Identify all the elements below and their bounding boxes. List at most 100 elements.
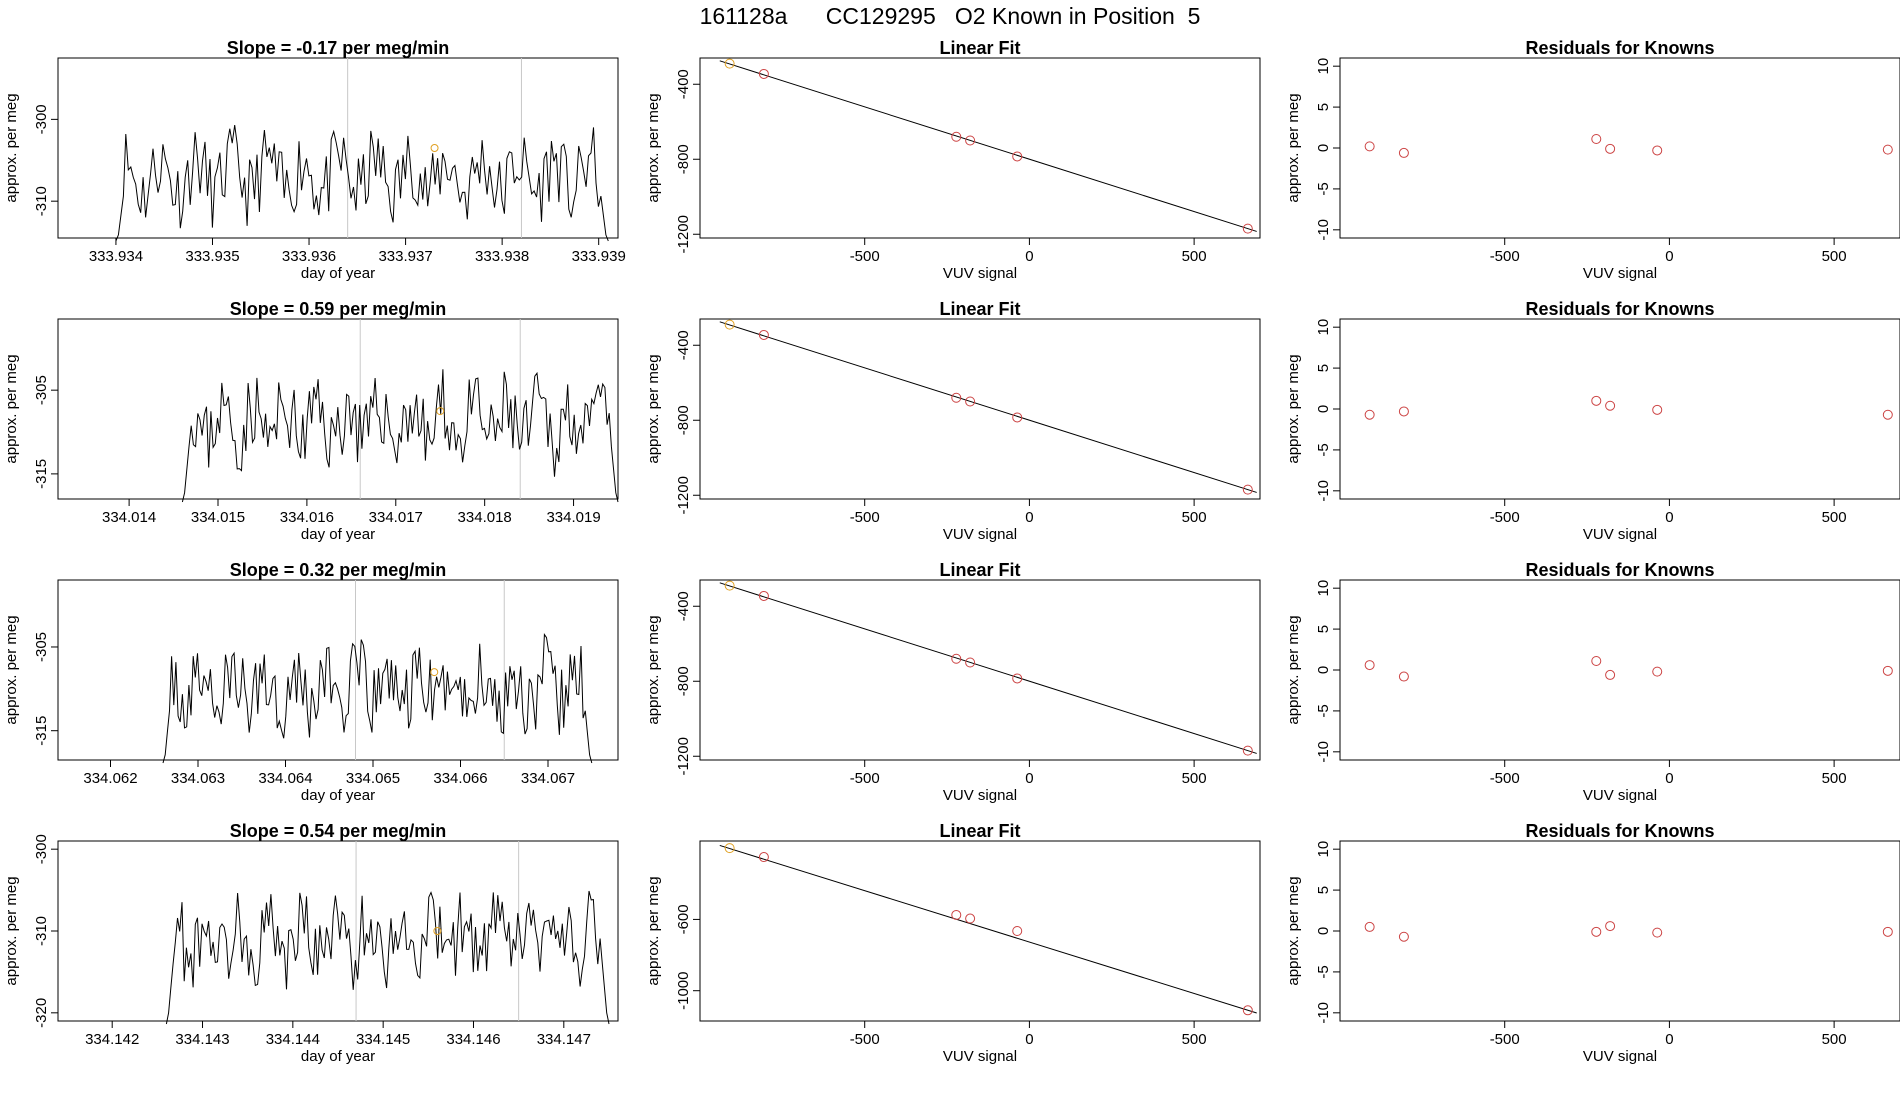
y-tick-label: -1200 [675, 215, 692, 253]
fit-line [719, 60, 1257, 232]
data-point [1398, 406, 1409, 417]
y-axis-label: approx. per meg [3, 93, 20, 202]
x-tick-label: 334.143 [175, 1031, 229, 1048]
y-tick-label: -5 [1315, 443, 1332, 456]
y-tick-label: -400 [675, 330, 692, 360]
x-tick-label: 334.142 [85, 1031, 139, 1048]
x-tick-label: 334.066 [433, 770, 487, 787]
y-tick-label: 10 [1315, 841, 1332, 858]
x-tick-label: 334.015 [191, 509, 245, 526]
x-tick-label: 0 [1665, 248, 1673, 265]
highlight-point [724, 843, 735, 854]
x-tick-label: 500 [1182, 770, 1207, 787]
plot-panel-10: Slope = 0.54 per meg/min 334.142 334.143 33… [3, 821, 619, 1065]
x-tick-label: 333.934 [89, 248, 143, 265]
y-axis-label: approx. per meg [3, 615, 20, 724]
y-axis-label: approx. per meg [3, 876, 20, 985]
x-axis-label: VUV signal [943, 526, 1017, 543]
y-tick-label: -1200 [675, 476, 692, 514]
data-point [1364, 921, 1375, 932]
plot-panel-12: Residuals for Knowns -500 0 500 10 5 0 -5 -10 VUV… [1285, 821, 1900, 1065]
data-point [1398, 931, 1409, 942]
plot-panel-8: Linear Fit -500 0 500 -400 -800 -1200 VUV signa… [645, 560, 1261, 804]
y-tick-label: 10 [1315, 319, 1332, 336]
y-tick-label: 5 [1315, 364, 1332, 372]
data-point [1605, 143, 1616, 154]
x-tick-label: 333.939 [572, 248, 626, 265]
plot-frame [57, 318, 619, 500]
y-tick-label: 5 [1315, 625, 1332, 633]
y-axis-label: approx. per meg [645, 876, 662, 985]
data-point [951, 131, 962, 142]
data-point [1398, 147, 1409, 158]
data-point [1242, 1005, 1253, 1016]
plot-panel-1: Slope = -0.17 per meg/min 333.934 333.935 3… [3, 38, 626, 282]
plot-frame [1339, 579, 1900, 761]
plot-title: Residuals for Knowns [1525, 38, 1714, 58]
y-tick-label: -1200 [675, 737, 692, 775]
plot-title: Linear Fit [939, 299, 1020, 319]
data-trace [115, 125, 609, 242]
x-tick-label: 334.016 [280, 509, 334, 526]
highlight-point [724, 580, 735, 591]
data-point [951, 653, 962, 664]
plot-panel-5: Linear Fit -500 0 500 -400 -800 -1200 VUV signa… [645, 299, 1261, 543]
data-point [1591, 134, 1602, 144]
y-tick-label: -10 [1315, 1002, 1332, 1024]
y-tick-label: -315 [33, 459, 50, 489]
y-tick-label: 0 [1315, 405, 1332, 413]
x-tick-label: 0 [1025, 509, 1033, 526]
y-tick-label: 5 [1315, 886, 1332, 894]
data-trace [165, 890, 610, 1025]
x-axis-label: VUV signal [943, 787, 1017, 804]
data-point [758, 68, 769, 79]
x-axis-label: VUV signal [1583, 787, 1657, 804]
y-axis-label: approx. per meg [1285, 876, 1302, 985]
x-tick-label: 334.017 [369, 509, 423, 526]
x-tick-label: 0 [1025, 248, 1033, 265]
plot-frame [699, 840, 1261, 1022]
plot-panel-4: Slope = 0.59 per meg/min 334.014 334.015 33… [3, 299, 619, 543]
highlight-point [724, 58, 735, 69]
data-point [1012, 926, 1023, 936]
y-axis-label: approx. per meg [3, 354, 20, 463]
data-point [1398, 671, 1409, 682]
plot-frame [699, 318, 1261, 500]
plot-panel-11: Linear Fit -500 0 500 -600 -1000 VUV signal app… [645, 821, 1261, 1065]
highlight-point [724, 319, 735, 330]
plot-title: Slope = 0.59 per meg/min [230, 299, 447, 319]
x-axis-label: VUV signal [1583, 265, 1657, 282]
y-tick-label: -400 [675, 591, 692, 621]
plot-title: Linear Fit [939, 560, 1020, 580]
x-tick-label: 500 [1182, 1031, 1207, 1048]
data-point [1591, 395, 1602, 406]
plot-panel-6: Residuals for Knowns -500 0 500 10 5 0 -5 -10 VUV… [1285, 299, 1900, 543]
data-point [1242, 745, 1253, 756]
x-tick-label: 0 [1025, 1031, 1033, 1048]
plot-frame [1339, 840, 1900, 1022]
data-point [965, 913, 976, 924]
data-point [1652, 666, 1663, 677]
x-tick-label: 334.019 [546, 509, 600, 526]
y-axis-label: approx. per meg [645, 615, 662, 724]
x-tick-label: 333.936 [282, 248, 336, 265]
plot-title: Slope = 0.32 per meg/min [230, 560, 447, 580]
x-axis-label: day of year [301, 1048, 375, 1065]
y-tick-label: -800 [675, 144, 692, 174]
plot-frame [57, 579, 619, 761]
data-point [1012, 673, 1023, 684]
y-tick-label: -5 [1315, 704, 1332, 717]
highlight-point [430, 668, 439, 677]
plot-frame [57, 57, 619, 239]
y-axis-label: approx. per meg [1285, 93, 1302, 202]
plot-panel-2: Linear Fit -500 0 500 -400 -800 -1200 VUV signa… [645, 38, 1261, 282]
x-tick-label: 334.145 [356, 1031, 410, 1048]
highlight-point [436, 407, 445, 416]
x-tick-label: 334.067 [521, 770, 575, 787]
data-point [1591, 926, 1602, 937]
plot-frame [699, 579, 1261, 761]
x-tick-label: 500 [1822, 248, 1847, 265]
y-tick-label: 0 [1315, 927, 1332, 935]
y-tick-label: -305 [33, 375, 50, 405]
x-axis-label: day of year [301, 526, 375, 543]
